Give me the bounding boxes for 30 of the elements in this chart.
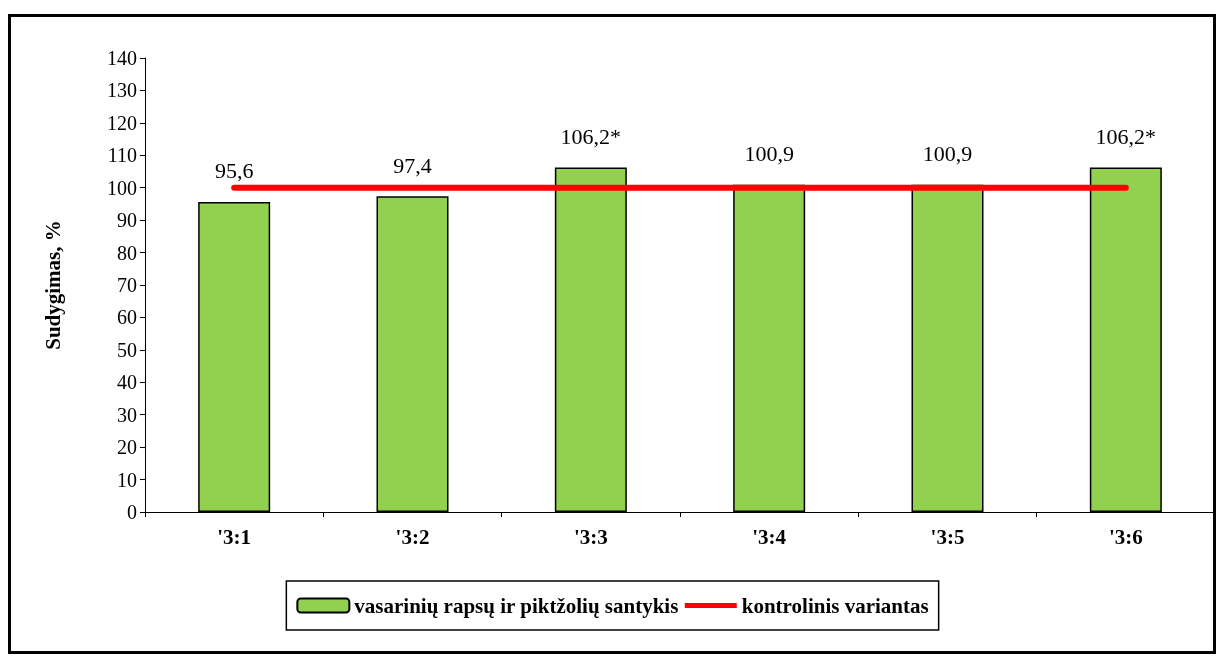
data-label: 100,9 [922, 141, 973, 167]
y-tick-label: 100 [107, 176, 137, 199]
x-tick-label: '3:2 [395, 524, 430, 549]
y-tick-label: 40 [117, 371, 137, 394]
y-tick-label: 0 [127, 501, 137, 523]
legend-label: kontrolinis variantas [741, 593, 929, 618]
data-label: 100,9 [744, 141, 794, 167]
data-label: 97,4 [393, 152, 432, 178]
x-tick-label: '3:3 [573, 524, 608, 549]
y-tick-label: 20 [117, 436, 137, 459]
x-tick-label: '3:5 [930, 524, 965, 549]
y-tick-label: 10 [117, 468, 137, 491]
data-label: 95,6 [214, 158, 254, 184]
x-tick-label: '3:1 [217, 524, 252, 549]
y-tick-label: 140 [107, 47, 137, 69]
data-label: 106,2* [1095, 124, 1157, 150]
y-tick-label: 30 [117, 403, 137, 426]
y-tick-label: 130 [107, 79, 137, 102]
x-tick-label: '3:6 [1108, 524, 1143, 549]
y-tick-label: 80 [117, 241, 137, 264]
y-tick-label: 90 [117, 209, 137, 232]
x-tick-label: '3:4 [752, 524, 787, 549]
y-tick-label: 70 [117, 274, 137, 296]
y-tick-label: 120 [107, 111, 137, 134]
y-tick-label: 110 [107, 144, 137, 167]
y-axis-title: Sudygimas, % [40, 220, 65, 350]
data-label: 106,2* [560, 124, 622, 150]
y-tick-label: 50 [117, 338, 137, 361]
y-tick-label: 60 [117, 306, 137, 329]
legend-label: vasarinių rapsų ir piktžolių santykis [354, 593, 679, 618]
